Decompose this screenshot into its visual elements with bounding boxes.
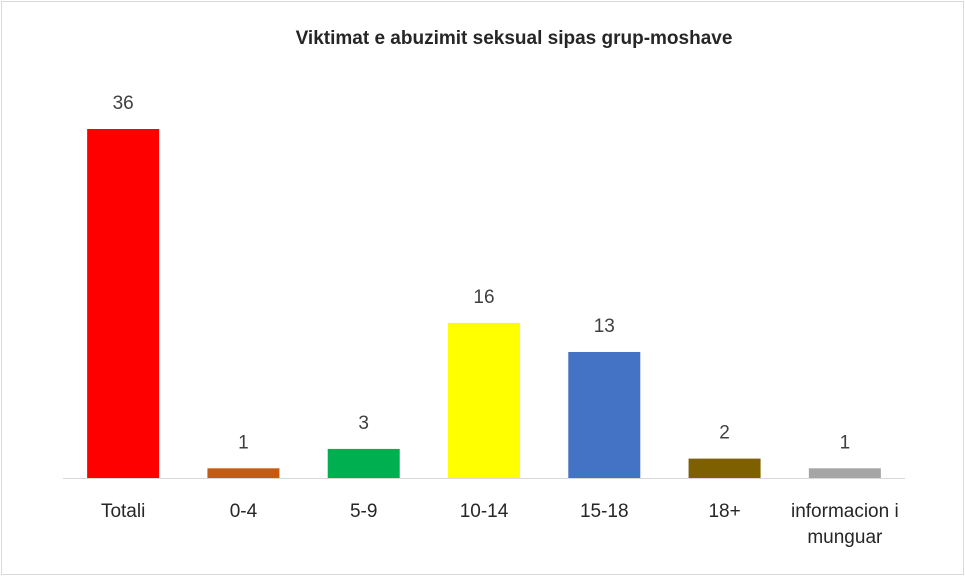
x-tick-label: 5-9 [349,501,378,522]
bar [448,322,520,478]
chart-title: Viktimat e abuzimit seksual sipas grup-m… [296,28,733,49]
bar [207,468,280,478]
bar [87,129,160,478]
data-label: 2 [719,423,730,444]
data-label: 3 [358,413,369,434]
data-label: 1 [238,432,249,453]
bar [688,458,761,478]
x-tick-label: Totali [100,501,146,522]
data-label: 13 [594,316,615,337]
x-tick-label: 0-4 [229,501,258,522]
bar [808,468,881,478]
bar [568,351,641,478]
data-label: 16 [473,287,494,308]
data-label: 1 [840,432,851,453]
x-tick-label: 18+ [708,501,741,522]
x-tick-label: 10-14 [459,501,509,522]
bar [327,448,400,478]
x-tick-label: 15-18 [579,501,629,522]
data-label: 36 [113,93,134,114]
x-tick-label: informacion i munguar [790,501,899,548]
